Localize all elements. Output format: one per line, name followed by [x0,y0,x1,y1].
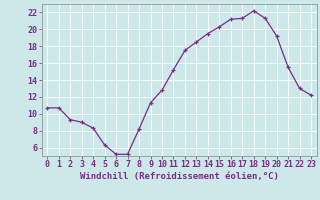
X-axis label: Windchill (Refroidissement éolien,°C): Windchill (Refroidissement éolien,°C) [80,172,279,181]
